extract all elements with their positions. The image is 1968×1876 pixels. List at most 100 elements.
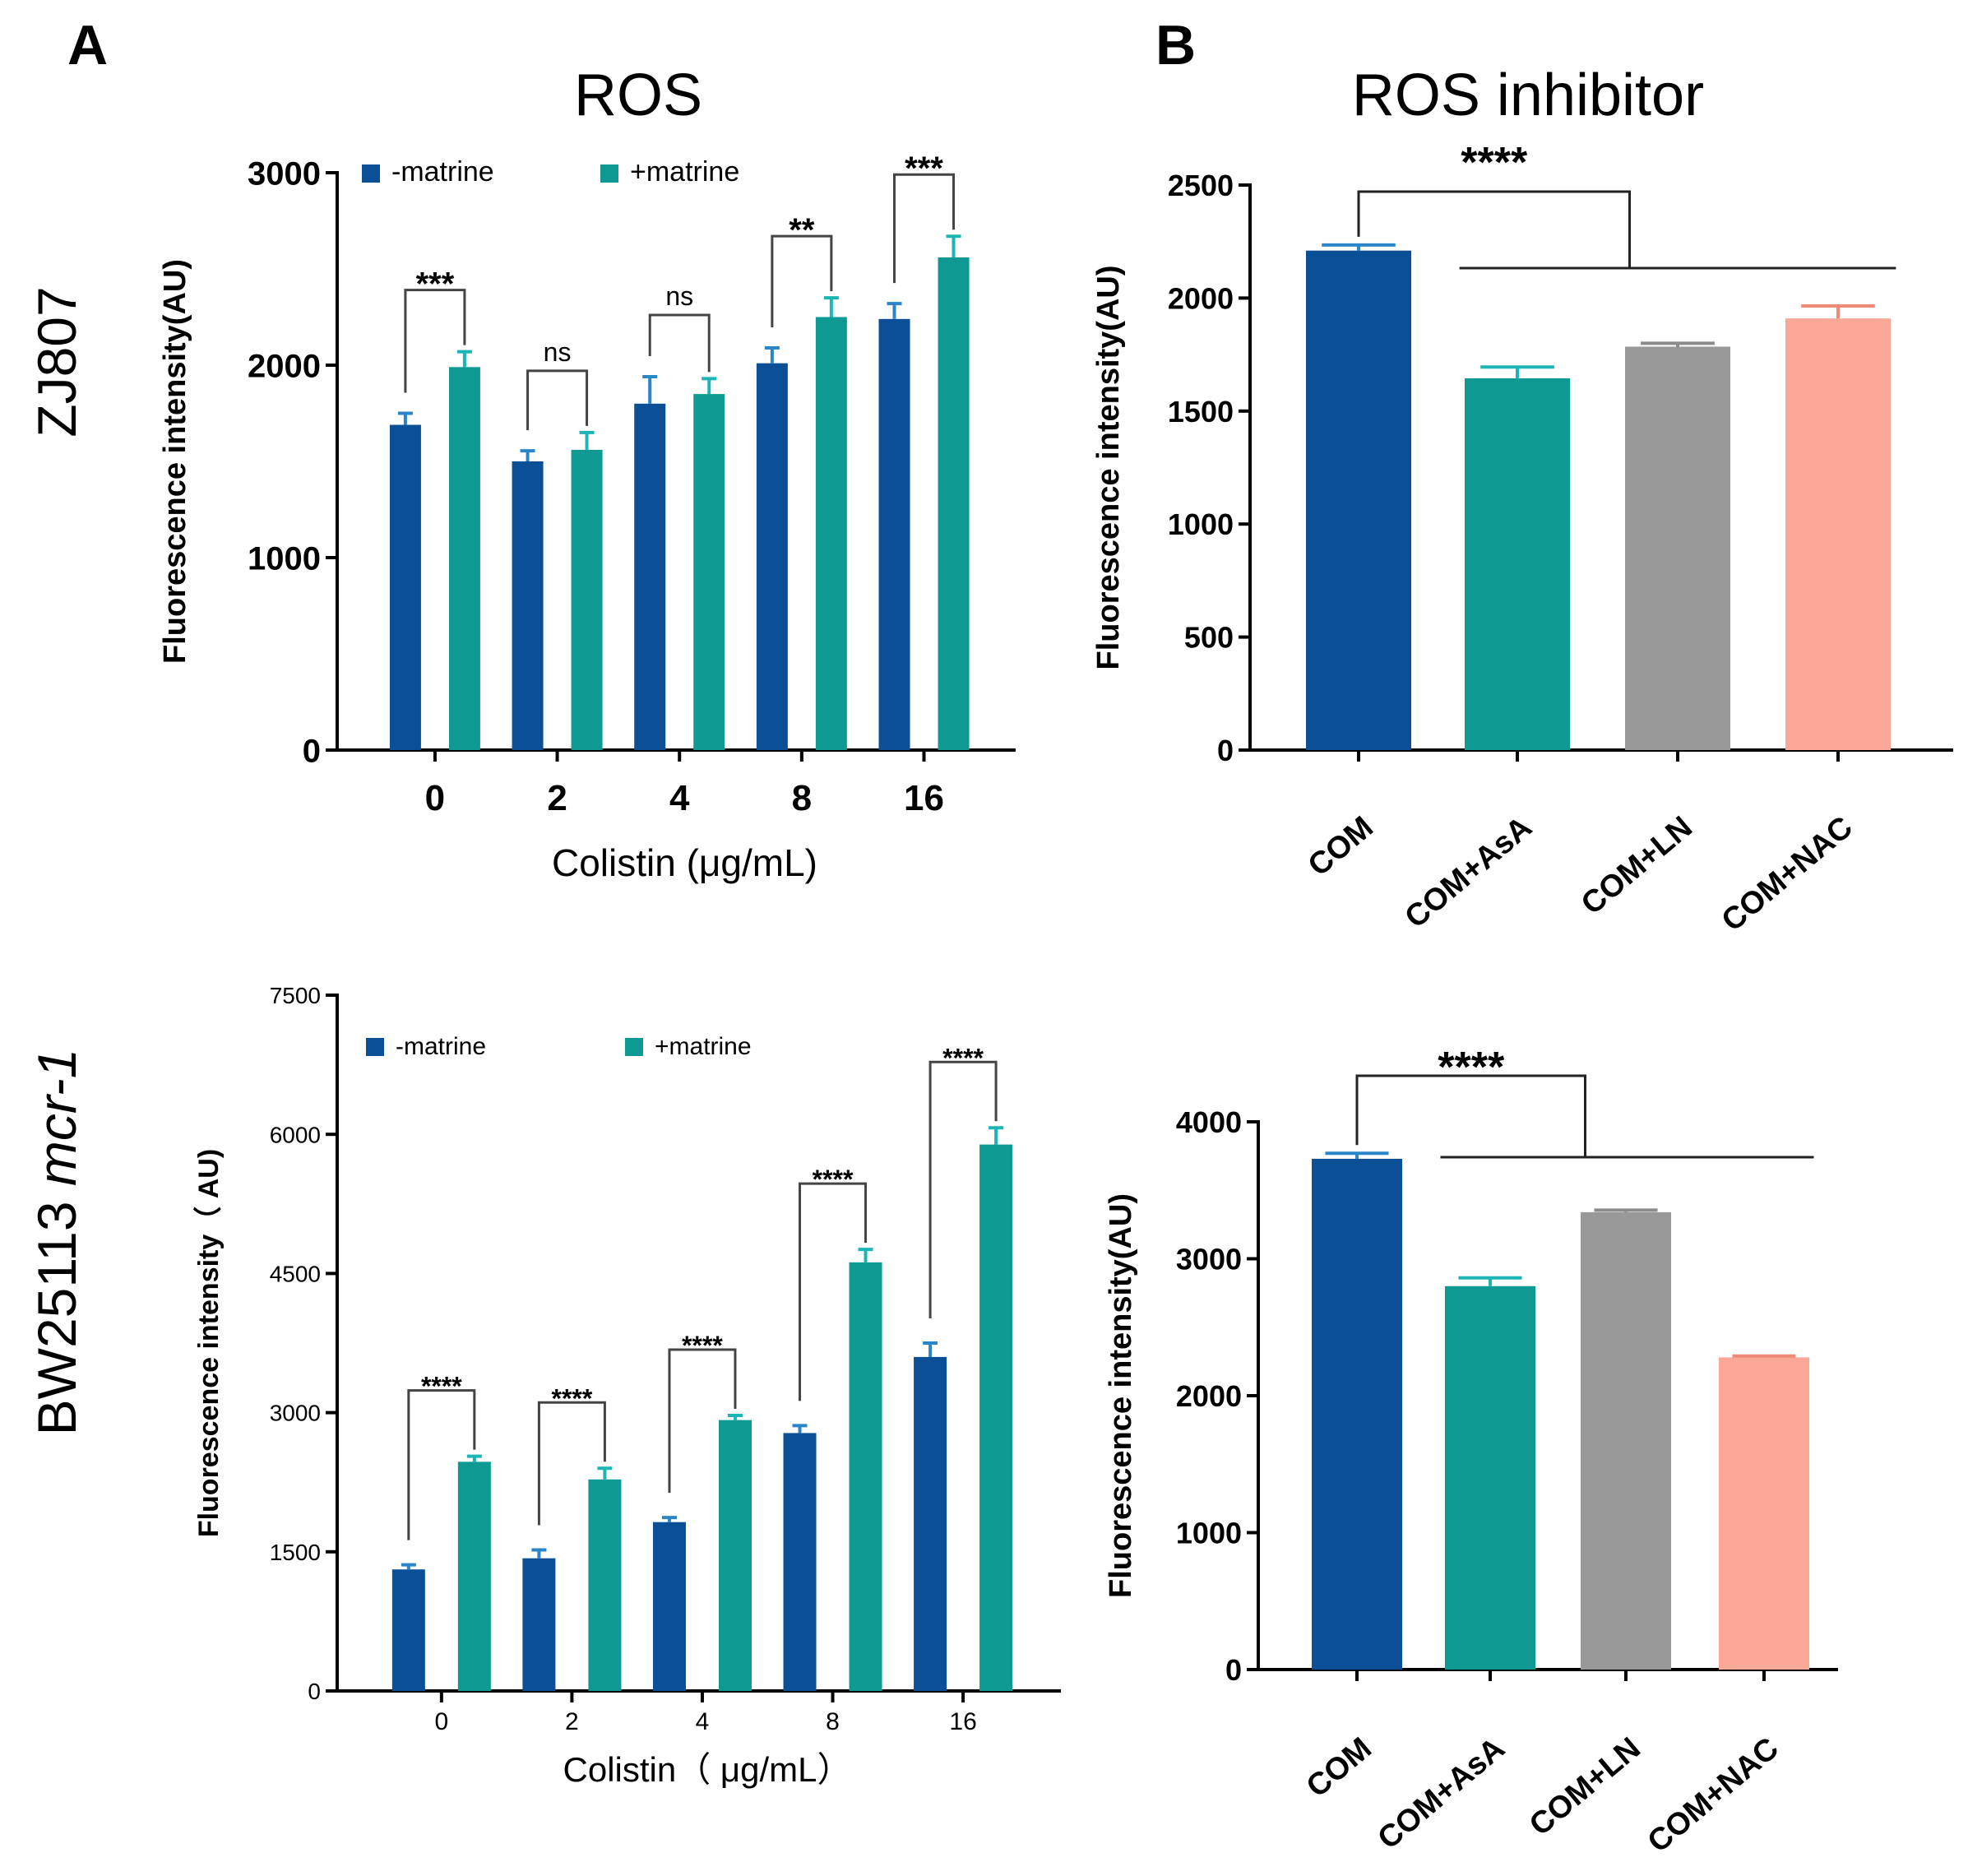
x-tick-label: COM <box>1300 1731 1378 1804</box>
bar-com-asa <box>1465 378 1570 750</box>
legend-label: -matrine <box>396 1033 486 1060</box>
y-tick-label: 1000 <box>1176 1516 1242 1549</box>
y-tick-label: 2000 <box>1168 281 1234 315</box>
legend-swatch-minus <box>366 1038 384 1056</box>
panel-a-letter: A <box>67 14 108 76</box>
bar-minus-matrine <box>522 1558 556 1691</box>
bar-plus-matrine <box>815 317 847 750</box>
legend-swatch-plus <box>600 164 618 183</box>
y-tick-label: 3000 <box>248 155 321 192</box>
significance-bracket <box>648 313 711 373</box>
bar-plus-matrine <box>457 1461 491 1691</box>
y-tick-label: 3000 <box>1176 1242 1242 1276</box>
significance-label: **** <box>813 1165 854 1194</box>
significance-label: **** <box>421 1372 462 1401</box>
bar-plus-matrine <box>588 1479 622 1691</box>
bar-plus-matrine <box>448 367 480 750</box>
y-tick-label: 1000 <box>248 540 321 577</box>
bar-com-nac <box>1719 1357 1809 1670</box>
significance-label: **** <box>1461 139 1528 187</box>
x-tick-label: 0 <box>435 1708 449 1735</box>
chart-ros-zj807: 0 1000 2000 3000 Fluorescence intensity(AU) 0… <box>158 151 1016 884</box>
bar-plus-matrine <box>693 394 725 750</box>
x-tick-label: 2 <box>547 778 567 818</box>
bar-plus-matrine <box>571 449 603 750</box>
significance-bracket <box>668 1348 737 1494</box>
y-tick-label: 500 <box>1184 621 1234 655</box>
y-axis-label: Fluorescence intensity(AU) <box>158 259 192 664</box>
x-tick-label: 0 <box>425 778 445 818</box>
y-tick-label: 0 <box>308 1679 321 1704</box>
significance-bracket <box>526 369 589 431</box>
bar-plus-matrine <box>718 1420 752 1691</box>
significance-label: **** <box>1438 1044 1505 1091</box>
significance-label: ** <box>789 212 815 248</box>
significance-label: *** <box>905 151 943 187</box>
bar-plus-matrine <box>938 257 970 751</box>
y-tick-label: 2500 <box>1168 169 1234 202</box>
y-axis-label: Fluorescence intensity(AU) <box>1104 1193 1138 1598</box>
y-tick-label: 1500 <box>1168 395 1234 428</box>
bar-minus-matrine <box>634 403 666 750</box>
significance-bracket <box>893 173 956 284</box>
chart-ros-inhibitor-zj807: 0 500 1000 1500 2000 2500 Fluorescence intensi… <box>1091 139 1953 938</box>
bar-minus-matrine <box>783 1433 817 1691</box>
x-tick-label: COM+AsA <box>1372 1731 1512 1856</box>
y-tick-label: 1500 <box>270 1540 321 1565</box>
bar-com-ln <box>1581 1211 1671 1670</box>
x-tick-label: 4 <box>696 1708 710 1735</box>
bar-plus-matrine <box>979 1144 1013 1691</box>
bar-minus-matrine <box>652 1522 686 1691</box>
x-tick-label: 8 <box>792 778 812 818</box>
significance-label: ns <box>665 281 693 311</box>
significance-bracket <box>928 1060 998 1318</box>
row1-label: ZJ807 <box>26 286 87 437</box>
x-tick-label: COM+LN <box>1575 810 1699 922</box>
bar-minus-matrine <box>389 424 421 750</box>
row2-label-italic: mcr-1 <box>26 1049 87 1186</box>
legend-swatch-plus <box>625 1038 643 1056</box>
significance-bracket <box>1357 190 1631 268</box>
bar-plus-matrine <box>849 1262 882 1691</box>
y-tick-label: 0 <box>1225 1653 1242 1687</box>
x-tick-label: COM+LN <box>1523 1731 1647 1843</box>
legend-label: -matrine <box>391 156 494 188</box>
bar-minus-matrine <box>512 461 544 750</box>
x-tick-label: COM <box>1302 810 1380 883</box>
y-tick-label: 0 <box>303 733 321 769</box>
y-tick-label: 1000 <box>1168 507 1234 541</box>
x-tick-label: 2 <box>565 1708 579 1735</box>
bar-com <box>1312 1158 1402 1670</box>
x-tick-label: 8 <box>826 1708 840 1735</box>
panel-a-title: ROS <box>574 63 702 128</box>
chart-ros-bw25113: 0 1500 3000 4500 6000 7500 Fluorescence intens… <box>192 983 1061 1789</box>
bar-com <box>1306 250 1411 750</box>
significance-label: ns <box>544 337 572 367</box>
x-axis-label: Colistin（ μg/mL） <box>563 1750 852 1789</box>
y-tick-label: 2000 <box>248 348 321 384</box>
significance-bracket <box>799 1182 868 1401</box>
row2-label: BW25113 mcr-1 <box>26 1049 87 1436</box>
significance-bracket <box>404 289 466 393</box>
y-tick-label: 4500 <box>270 1261 321 1286</box>
row2-label-main: BW25113 <box>26 1186 87 1435</box>
significance-label: *** <box>416 266 455 303</box>
panel-b-letter: B <box>1155 14 1196 76</box>
significance-bracket <box>771 234 833 327</box>
significance-label: **** <box>682 1331 723 1360</box>
panel-b-title: ROS inhibitor <box>1352 63 1704 128</box>
bar-minus-matrine <box>878 318 910 751</box>
chart-ros-inhibitor-bw25113: 0 1000 2000 3000 4000 Fluorescence intensity(… <box>1104 1044 1838 1860</box>
bar-minus-matrine <box>914 1356 947 1691</box>
significance-bracket <box>1355 1074 1586 1157</box>
significance-bracket <box>407 1389 476 1540</box>
x-tick-label: 16 <box>949 1708 976 1735</box>
legend-label: +matrine <box>655 1033 752 1060</box>
y-tick-label: 4000 <box>1176 1105 1242 1139</box>
legend-label: +matrine <box>630 156 739 188</box>
y-axis-label: Fluorescence intensity（ AU) <box>192 1149 225 1537</box>
bar-com-ln <box>1625 346 1730 750</box>
x-tick-label: COM+AsA <box>1399 810 1539 935</box>
y-tick-label: 0 <box>1217 734 1234 767</box>
